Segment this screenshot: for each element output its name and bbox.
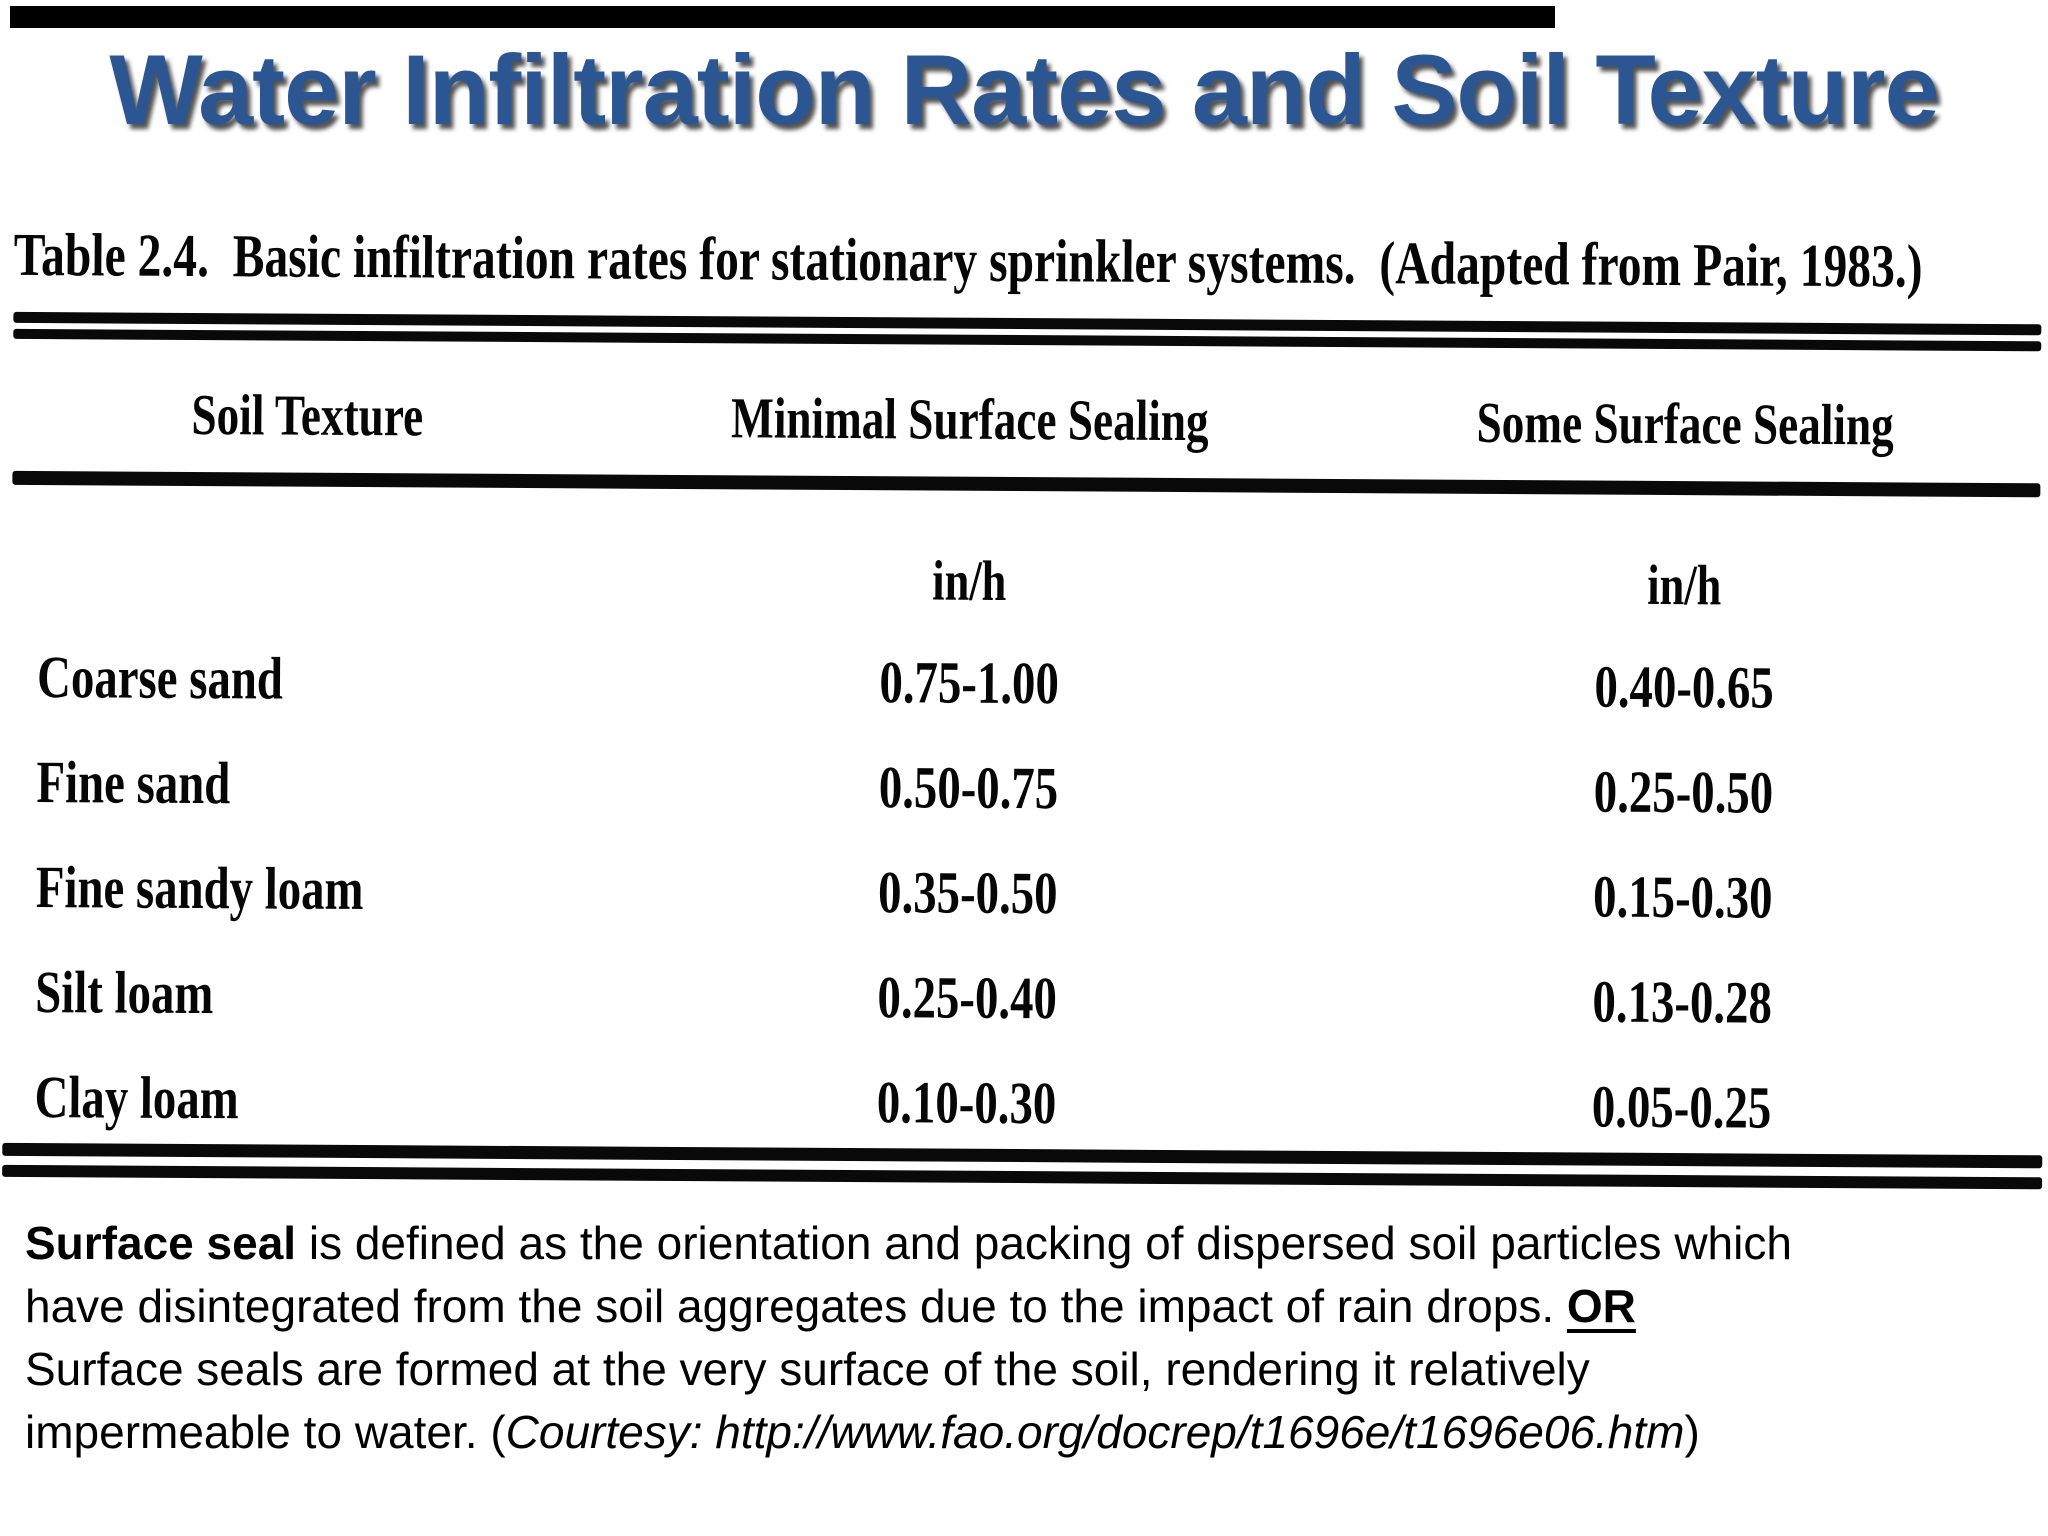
cell-text: Clay loam (34, 1064, 239, 1132)
soil-texture-cell: Clay loam (8, 1063, 598, 1136)
description-segment: Courtesy: http://www.fao.org/docrep/t169… (505, 1406, 1685, 1458)
description-segment: is defined as the orientation and packin… (296, 1217, 1792, 1269)
table-row: Fine sand 0.50-0.75 0.25-0.50 (10, 748, 2030, 829)
table-header-row: Soil Texture Minimal Surface Sealing Som… (13, 381, 2033, 460)
column-header-minimal-surface-sealing: Minimal Surface Sealing (603, 385, 1338, 456)
table-row: Clay loam 0.10-0.30 0.05-0.25 (8, 1063, 2028, 1144)
cell-text: 0.10-0.30 (876, 1069, 1056, 1137)
cell-text: 0.75-1.00 (878, 649, 1059, 717)
rate-value-cell: 0.13-0.28 (1334, 966, 2029, 1039)
rate-value-cell: 0.50-0.75 (600, 751, 1335, 824)
column-header-text: Soil Texture (191, 381, 424, 449)
rate-value-cell: 0.10-0.30 (598, 1066, 1333, 1139)
description-segment: Surface seals are formed at the very sur… (25, 1343, 1590, 1395)
table-bottom-rule-upper (2, 1142, 2043, 1169)
cell-text: Coarse sand (36, 644, 284, 712)
soil-texture-cell: Coarse sand (11, 643, 601, 716)
soil-texture-cell: Fine sand (10, 748, 600, 821)
top-black-bar (10, 6, 1555, 28)
cell-text: 0.15-0.30 (1592, 863, 1773, 931)
rate-value-cell: 0.75-1.00 (601, 646, 1336, 719)
rate-value-cell: 0.05-0.25 (1333, 1071, 2028, 1144)
scanned-table: Table 2.4. Basic infiltration rates for … (0, 215, 2048, 1227)
rate-value-cell: 0.25-0.40 (599, 961, 1334, 1034)
surface-seal-description: Surface seal is defined as the orientati… (25, 1212, 2035, 1464)
column-header-soil-texture: Soil Texture (13, 381, 603, 451)
column-header-some-surface-sealing: Some Surface Sealing (1338, 389, 2033, 460)
table-row: Coarse sand 0.75-1.00 0.40-0.65 (11, 643, 2031, 724)
description-segment: OR (1566, 1280, 1636, 1332)
table-units-row: in/h in/h (12, 543, 2032, 621)
units-cell-minimal: in/h (602, 547, 1337, 617)
column-header-text: Minimal Surface Sealing (731, 385, 1210, 454)
rate-value-cell: 0.15-0.30 (1335, 861, 2030, 934)
column-header-text: Some Surface Sealing (1476, 389, 1895, 458)
cell-text: Silt loam (35, 959, 214, 1027)
cell-text: 0.25-0.40 (876, 964, 1057, 1032)
table-row: Fine sandy loam 0.35-0.50 0.15-0.30 (10, 853, 2030, 934)
cell-text: 0.35-0.50 (877, 859, 1058, 927)
cell-text: Fine sandy loam (35, 854, 364, 923)
table-caption: Table 2.4. Basic infiltration rates for … (14, 221, 2048, 306)
description-segment: ) (1684, 1406, 1700, 1458)
soil-texture-cell: Fine sandy loam (10, 853, 600, 926)
cell-text: 0.40-0.65 (1593, 653, 1774, 721)
cell-text: 0.13-0.28 (1591, 968, 1772, 1036)
table-bottom-rule-lower (2, 1164, 2043, 1190)
rate-value-cell: 0.35-0.50 (600, 856, 1335, 929)
cell-text: 0.25-0.50 (1593, 758, 1773, 826)
cell-text: 0.50-0.75 (878, 754, 1058, 822)
table-row: Silt loam 0.25-0.40 0.13-0.28 (9, 958, 2029, 1039)
description-segment: Surface seal (25, 1217, 297, 1269)
header-underline-rule (12, 470, 2041, 498)
units-cell-empty (12, 543, 602, 612)
rate-value-cell: 0.25-0.50 (1335, 756, 2030, 829)
description-segment: impermeable to water. ( (25, 1406, 506, 1458)
description-segment: have disintegrated from the soil aggrega… (25, 1280, 1567, 1332)
cell-text: 0.05-0.25 (1591, 1073, 1771, 1141)
units-cell-some: in/h (1337, 551, 2032, 621)
rate-value-cell: 0.40-0.65 (1336, 651, 2031, 724)
table-caption-text: Table 2.4. Basic infiltration rates for … (13, 221, 1923, 301)
soil-texture-cell: Silt loam (9, 958, 599, 1031)
units-text: in/h (1646, 553, 1722, 618)
page-title: Water Infiltration Rates and Soil Textur… (109, 34, 1939, 145)
cell-text: Fine sand (36, 749, 231, 817)
units-text: in/h (932, 549, 1007, 613)
